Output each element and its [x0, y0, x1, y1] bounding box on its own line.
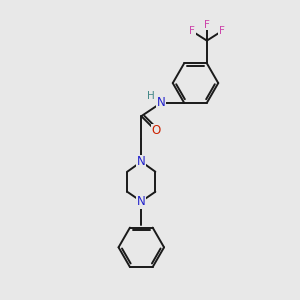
Text: F: F: [204, 20, 210, 30]
Text: H: H: [147, 91, 155, 101]
Text: N: N: [157, 96, 166, 109]
Text: N: N: [137, 155, 146, 168]
Text: F: F: [219, 26, 224, 36]
Text: F: F: [189, 26, 195, 36]
Text: N: N: [137, 195, 146, 208]
Text: O: O: [152, 124, 160, 137]
